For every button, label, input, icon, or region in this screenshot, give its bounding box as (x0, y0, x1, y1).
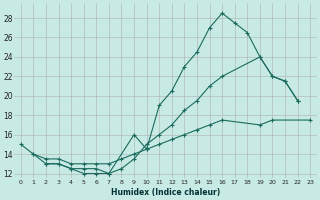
X-axis label: Humidex (Indice chaleur): Humidex (Indice chaleur) (111, 188, 220, 197)
